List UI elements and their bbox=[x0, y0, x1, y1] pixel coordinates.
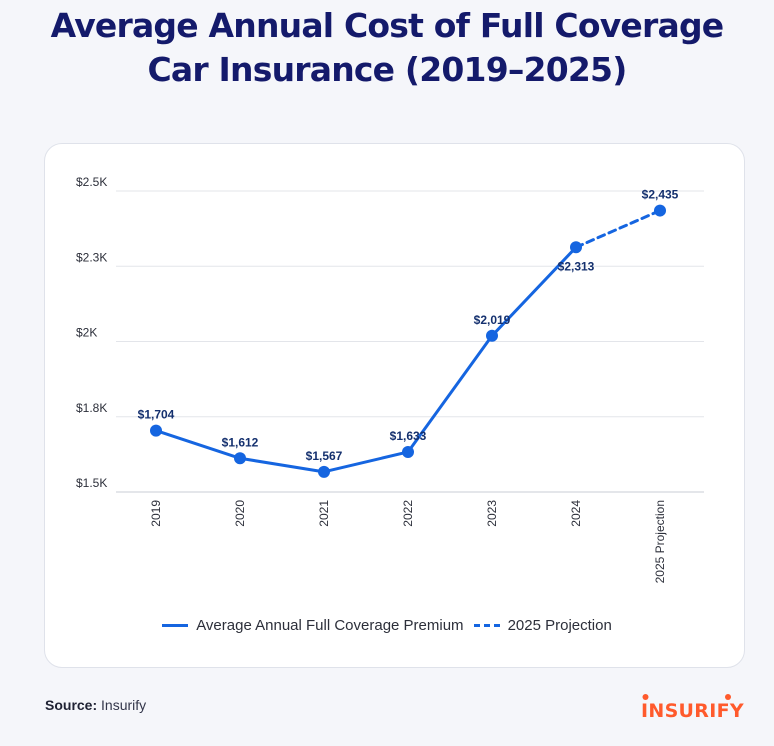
data-point bbox=[402, 445, 414, 458]
source-value: Insurify bbox=[101, 697, 147, 713]
data-label: $2,313 bbox=[558, 259, 595, 273]
data-label: $2,019 bbox=[474, 313, 511, 327]
source-label: Source: bbox=[45, 697, 98, 713]
data-label: $2,435 bbox=[642, 188, 679, 202]
insurify-logo: INSURIFY bbox=[641, 694, 751, 726]
data-point bbox=[486, 329, 498, 342]
x-tick-label: 2019 bbox=[149, 500, 163, 527]
x-tick-label: 2022 bbox=[401, 500, 415, 527]
legend-solid-line-swatch bbox=[162, 624, 189, 627]
x-tick-label: 2021 bbox=[317, 500, 331, 527]
data-point bbox=[150, 424, 162, 437]
data-label: $1,567 bbox=[306, 449, 343, 463]
data-label: $1,612 bbox=[222, 435, 259, 449]
x-tick-label: 2025 Projection bbox=[653, 500, 667, 583]
y-tick-label: $2.5K bbox=[76, 175, 107, 189]
logo-wordmark: INSURIFY bbox=[641, 700, 744, 722]
legend-label-projection: 2025 Projection bbox=[507, 617, 612, 634]
x-tick-label: 2023 bbox=[485, 500, 499, 527]
projection-series-line bbox=[574, 209, 662, 249]
data-point bbox=[234, 452, 246, 465]
x-tick-label: 2024 bbox=[569, 500, 583, 527]
premium-series-line bbox=[154, 245, 578, 474]
logo-dots-icon bbox=[642, 694, 731, 700]
legend-item-premium: Average Annual Full Coverage Premium bbox=[162, 617, 464, 634]
data-label: $1,633 bbox=[390, 429, 427, 443]
legend-dashed-line-swatch bbox=[473, 624, 500, 627]
chart-legend: Average Annual Full Coverage Premium 202… bbox=[0, 617, 774, 634]
source-note: Source: Insurify bbox=[45, 697, 146, 713]
y-tick-label: $1.8K bbox=[76, 401, 107, 415]
data-point bbox=[318, 465, 330, 478]
chart-title: Average Annual Cost of Full Coverage Car… bbox=[0, 4, 774, 92]
y-tick-label: $2.3K bbox=[76, 250, 107, 264]
data-point bbox=[654, 204, 666, 217]
y-tick-label: $1.5K bbox=[76, 476, 107, 490]
chart-card bbox=[44, 143, 745, 668]
legend-label-premium: Average Annual Full Coverage Premium bbox=[196, 617, 464, 634]
data-point bbox=[570, 241, 582, 254]
y-tick-label: $2K bbox=[76, 326, 97, 340]
x-tick-label: 2020 bbox=[233, 500, 247, 527]
chart-title-line-2: Car Insurance (2019–2025) bbox=[147, 50, 628, 89]
legend-item-projection: 2025 Projection bbox=[473, 617, 612, 634]
chart-title-line-1: Average Annual Cost of Full Coverage bbox=[50, 6, 725, 45]
data-label: $1,704 bbox=[138, 408, 175, 422]
